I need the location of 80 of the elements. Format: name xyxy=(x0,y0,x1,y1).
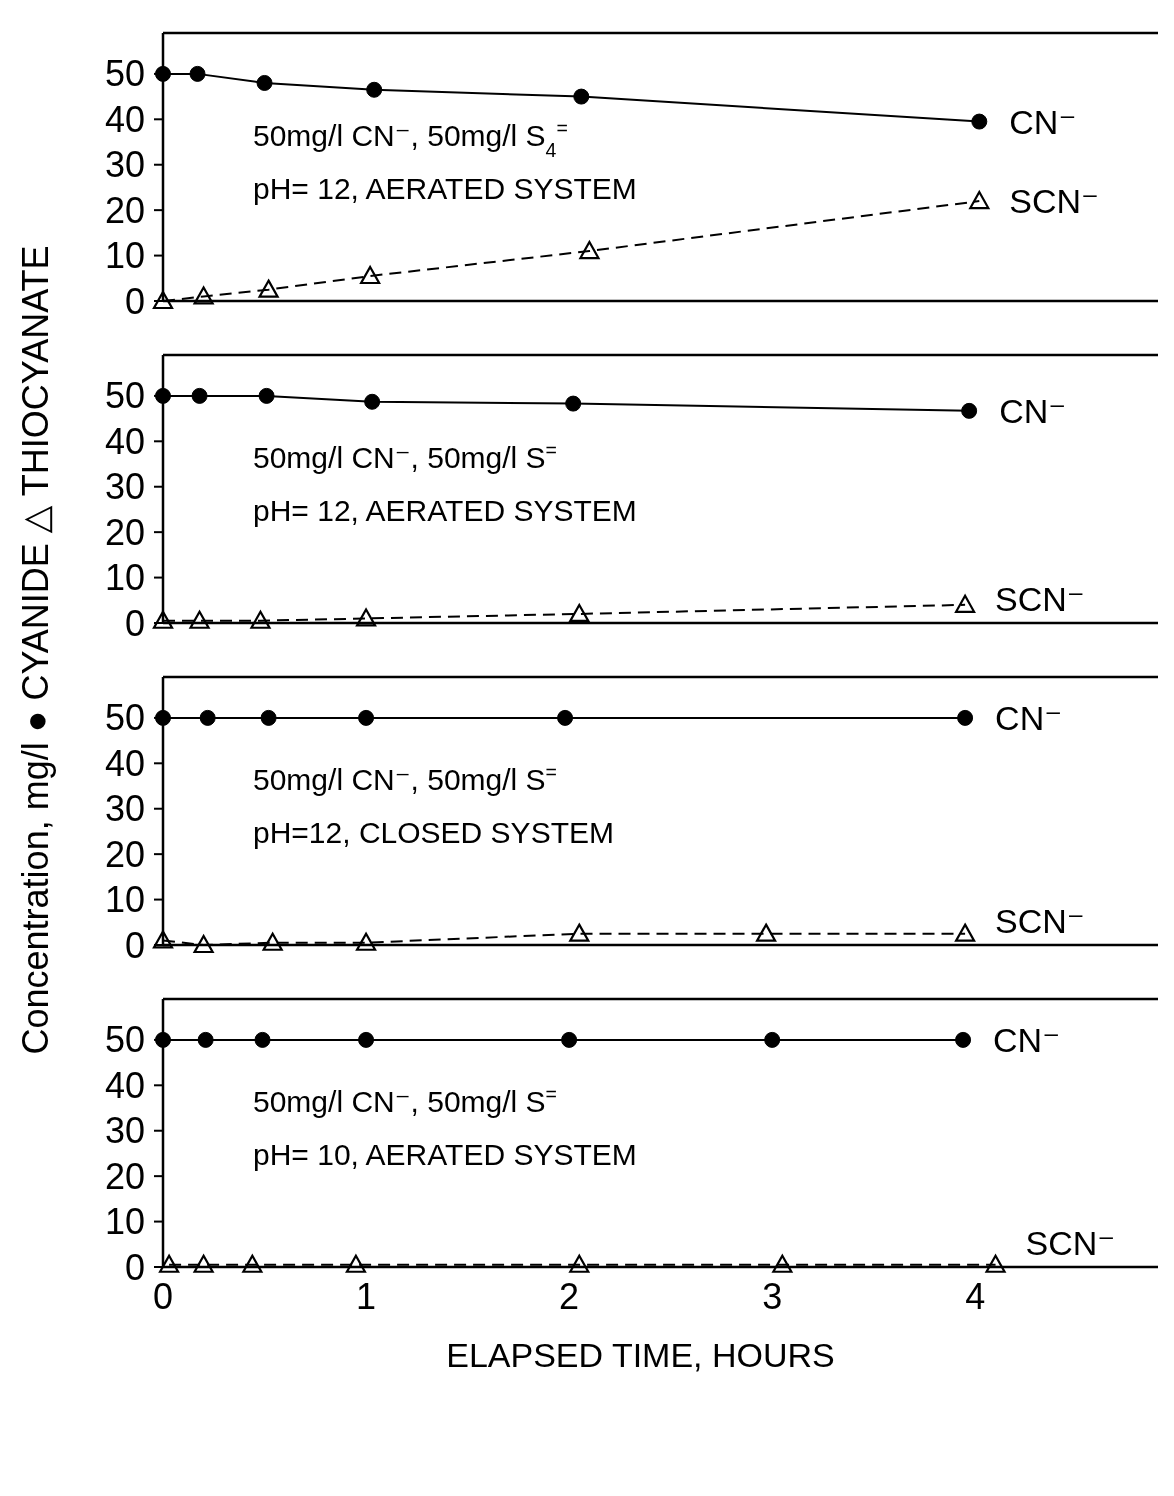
y-tick-label: 50 xyxy=(104,697,145,739)
point xyxy=(579,240,600,260)
y-tick-label: 30 xyxy=(104,1110,145,1152)
y-tick-label: 0 xyxy=(124,280,145,322)
y-tick-label: 30 xyxy=(104,144,145,186)
y-tick-label: 0 xyxy=(124,602,145,644)
y-tick-label: 30 xyxy=(104,788,145,830)
x-tick-label: 0 xyxy=(152,1276,174,1317)
series-label: CN⁻ xyxy=(993,1020,1061,1059)
point xyxy=(969,190,990,210)
x-tick-label: 1 xyxy=(356,1276,377,1317)
series-label: SCN⁻ xyxy=(995,580,1085,618)
series-label: SCN⁻ xyxy=(995,902,1085,940)
y-tick-label: 50 xyxy=(104,375,145,417)
point xyxy=(189,610,210,629)
point xyxy=(557,709,574,726)
point xyxy=(191,387,208,404)
y-tick-label: 10 xyxy=(104,557,145,599)
annotation: pH= 12, AERATED SYSTEM xyxy=(253,494,637,528)
series-label: CN⁻ xyxy=(999,391,1067,430)
point xyxy=(258,387,275,404)
point xyxy=(961,402,978,419)
point xyxy=(260,709,277,726)
series-label: CN⁻ xyxy=(995,698,1063,737)
point xyxy=(355,932,377,951)
point xyxy=(189,65,206,82)
y-tick-label: 20 xyxy=(104,833,145,875)
y-tick-label: 50 xyxy=(104,1019,145,1061)
point xyxy=(971,113,988,130)
y-tick-label: 20 xyxy=(104,1155,145,1197)
point xyxy=(152,610,174,629)
point xyxy=(250,610,271,629)
point xyxy=(565,395,582,412)
series-label: SCN⁻ xyxy=(1009,182,1100,221)
point xyxy=(366,81,383,98)
point xyxy=(364,393,381,410)
y-tick-label: 0 xyxy=(124,924,145,966)
y-tick-label: 20 xyxy=(104,511,145,553)
point xyxy=(358,709,375,726)
y-tick-label: 10 xyxy=(104,1201,145,1243)
series-label: SCN⁻ xyxy=(1025,1224,1116,1262)
y-tick-label: 10 xyxy=(104,235,145,277)
point xyxy=(569,923,590,942)
point xyxy=(360,265,381,285)
point xyxy=(262,932,283,951)
annotation: pH=12, CLOSED SYSTEM xyxy=(253,816,614,850)
point xyxy=(755,923,777,942)
y-tick-label: 10 xyxy=(104,879,145,921)
annotation: pH= 10, AERATED SYSTEM xyxy=(253,1138,637,1172)
point xyxy=(199,709,216,726)
x-axis-title: ELAPSED TIME, HOURS xyxy=(446,1336,835,1374)
x-tick-label: 2 xyxy=(559,1276,580,1317)
annotation: pH= 12, AERATED SYSTEM xyxy=(253,172,637,206)
point xyxy=(152,290,174,310)
annotation: 50mg/l CN⁻, 50mg/l S$^{=}$ xyxy=(253,760,557,796)
y-tick-label: 0 xyxy=(124,1246,145,1288)
x-tick-label: 4 xyxy=(965,1276,986,1317)
point xyxy=(193,286,214,305)
point xyxy=(957,709,974,726)
y-tick-label: 40 xyxy=(104,420,145,462)
point xyxy=(569,603,590,623)
point xyxy=(954,923,976,942)
point xyxy=(258,279,279,298)
point xyxy=(573,88,590,105)
point xyxy=(355,608,377,627)
x-tick-label: 3 xyxy=(762,1276,783,1317)
point xyxy=(256,74,273,91)
annotation: 50mg/l CN⁻, 50mg/l S$^{=}$ xyxy=(253,438,557,474)
y-tick-label: 30 xyxy=(104,466,145,508)
point xyxy=(193,934,214,954)
y-tick-label: 40 xyxy=(104,742,145,784)
y-tick-label: 50 xyxy=(104,53,145,95)
y-tick-label: 20 xyxy=(104,189,145,231)
point xyxy=(152,930,174,949)
series-label: CN⁻ xyxy=(1009,102,1077,141)
y-tick-label: 40 xyxy=(104,98,145,140)
y-axis-title: Concentration, mg/l ● CYANIDE △ THIOCYANATE xyxy=(15,245,56,1055)
y-tick-label: 40 xyxy=(104,1064,145,1106)
point xyxy=(954,594,976,613)
annotation: 50mg/l CN⁻, 50mg/l S$^{=}$ xyxy=(253,1082,557,1118)
